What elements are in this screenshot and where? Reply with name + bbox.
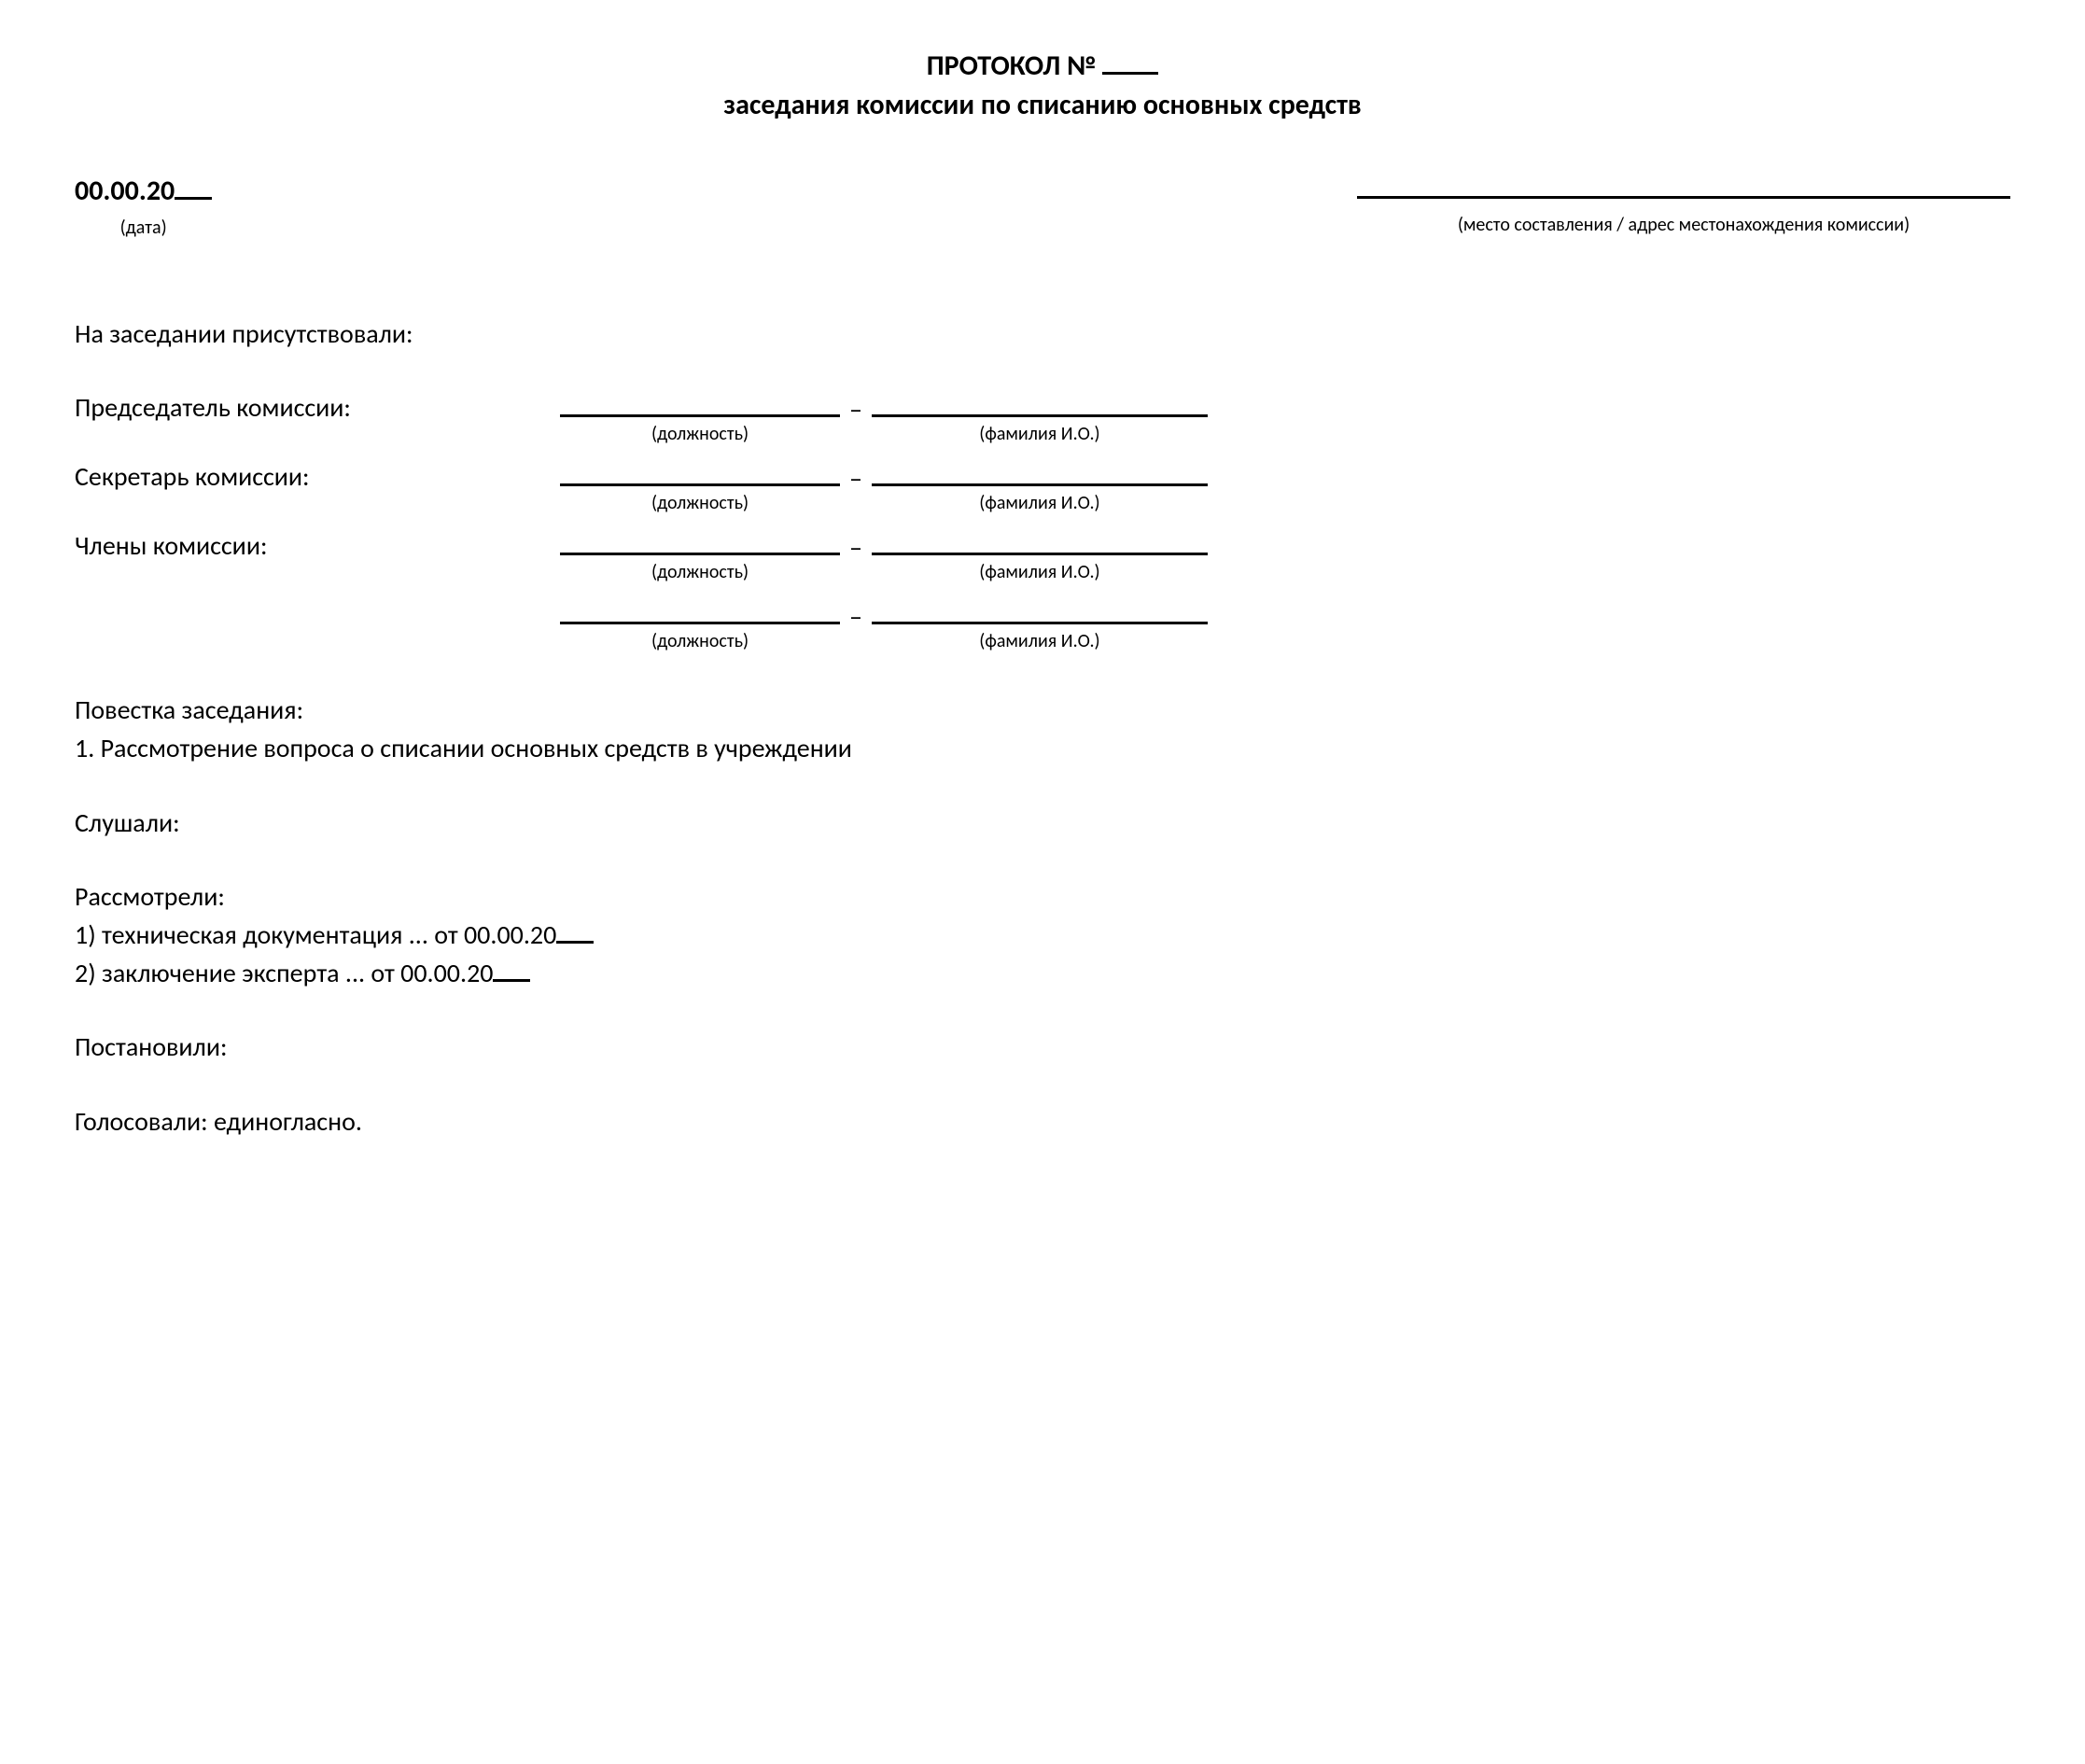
reviewed-item-2-text: 2) заключение эксперта ... от 00.00.20 <box>75 957 493 989</box>
secretary-name-caption: (фамилия И.О.) <box>979 490 1099 516</box>
reviewed-item-1-text: 1) техническая документация ... от 00.00… <box>75 918 556 951</box>
member2-name-caption: (фамилия И.О.) <box>979 628 1099 654</box>
chairman-name-group: (фамилия И.О.) <box>872 389 1208 447</box>
heard-heading: Слушали: <box>75 805 2010 841</box>
header-place-block: (место составления / адрес местонахожден… <box>1357 172 2010 238</box>
member1-position-line <box>560 527 840 555</box>
secretary-name-line <box>872 458 1208 486</box>
member2-position-caption: (должность) <box>651 628 749 654</box>
secretary-row: Секретарь комиссии: (должность) – (фамил… <box>75 458 2010 516</box>
date-value: 00.00.20 <box>75 174 175 208</box>
member1-fields: (должность) – (фамилия И.О.) <box>560 527 2010 585</box>
member2-position-group: (должность) <box>560 596 840 654</box>
attendance-heading: На заседании присутствовали: <box>75 315 2010 352</box>
document-title: ПРОТОКОЛ № заседания комиссии по списани… <box>75 47 2010 125</box>
chairman-name-caption: (фамилия И.О.) <box>979 421 1099 447</box>
heard-section: Слушали: <box>75 805 2010 841</box>
reviewed-section: Рассмотрели: 1) техническая документация… <box>75 878 2010 992</box>
reviewed-heading: Рассмотрели: <box>75 878 2010 915</box>
resolved-section: Постановили: <box>75 1029 2010 1065</box>
date-blank <box>175 197 212 200</box>
secretary-name-group: (фамилия И.О.) <box>872 458 1208 516</box>
chairman-fields: (должность) – (фамилия И.О.) <box>560 389 2010 447</box>
agenda-section: Повестка заседания: 1. Рассмотрение вопр… <box>75 692 2010 766</box>
secretary-label: Секретарь комиссии: <box>75 458 560 495</box>
chairman-position-group: (должность) <box>560 389 840 447</box>
member1-name-line <box>872 527 1208 555</box>
reviewed-item-1: 1) техническая документация ... от 00.00… <box>75 917 2010 953</box>
attendance-section: На заседании присутствовали: Председател… <box>75 315 2010 654</box>
voted-section: Голосовали: единогласно. <box>75 1103 2010 1140</box>
resolved-heading: Постановили: <box>75 1029 2010 1065</box>
place-caption: (место составления / адрес местонахожден… <box>1357 212 2010 238</box>
protocol-prefix: ПРОТОКОЛ № <box>927 49 1102 83</box>
dash-separator: – <box>849 527 862 566</box>
secretary-position-group: (должность) <box>560 458 840 516</box>
dash-separator: – <box>849 389 862 427</box>
reviewed-item-1-blank <box>556 941 594 944</box>
secretary-position-line <box>560 458 840 486</box>
chairman-position-caption: (должность) <box>651 421 749 447</box>
chairman-position-line <box>560 389 840 417</box>
member1-name-caption: (фамилия И.О.) <box>979 559 1099 585</box>
member1-name-group: (фамилия И.О.) <box>872 527 1208 585</box>
chairman-label: Председатель комиссии: <box>75 389 560 426</box>
member2-fields: (должность) – (фамилия И.О.) <box>560 596 2010 654</box>
voted-text: Голосовали: единогласно. <box>75 1103 2010 1140</box>
header-date-block: 00.00.20 (дата) <box>75 172 212 241</box>
agenda-heading: Повестка заседания: <box>75 692 2010 728</box>
date-value-line: 00.00.20 <box>75 172 212 211</box>
members-row-2: (должность) – (фамилия И.О.) <box>75 596 2010 654</box>
agenda-item-1: 1. Рассмотрение вопроса о списании основ… <box>75 730 2010 766</box>
protocol-number-blank <box>1102 72 1158 75</box>
chairman-row: Председатель комиссии: (должность) – (фа… <box>75 389 2010 447</box>
member2-position-line <box>560 596 840 624</box>
chairman-name-line <box>872 389 1208 417</box>
member1-position-group: (должность) <box>560 527 840 585</box>
secretary-fields: (должность) – (фамилия И.О.) <box>560 458 2010 516</box>
place-blank-line <box>1357 173 2010 199</box>
header-row: 00.00.20 (дата) (место составления / адр… <box>75 172 2010 241</box>
date-caption: (дата) <box>75 215 212 241</box>
dash-separator: – <box>849 458 862 497</box>
member2-name-group: (фамилия И.О.) <box>872 596 1208 654</box>
reviewed-item-2-blank <box>493 979 530 982</box>
members-label: Члены комиссии: <box>75 527 560 564</box>
title-line-1: ПРОТОКОЛ № <box>75 47 2010 86</box>
members-row-1: Члены комиссии: (должность) – (фамилия И… <box>75 527 2010 585</box>
title-line-2: заседания комиссии по списанию основных … <box>75 86 2010 125</box>
secretary-position-caption: (должность) <box>651 490 749 516</box>
member2-name-line <box>872 596 1208 624</box>
dash-separator: – <box>849 596 862 635</box>
reviewed-item-2: 2) заключение эксперта ... от 00.00.20 <box>75 955 2010 991</box>
member1-position-caption: (должность) <box>651 559 749 585</box>
